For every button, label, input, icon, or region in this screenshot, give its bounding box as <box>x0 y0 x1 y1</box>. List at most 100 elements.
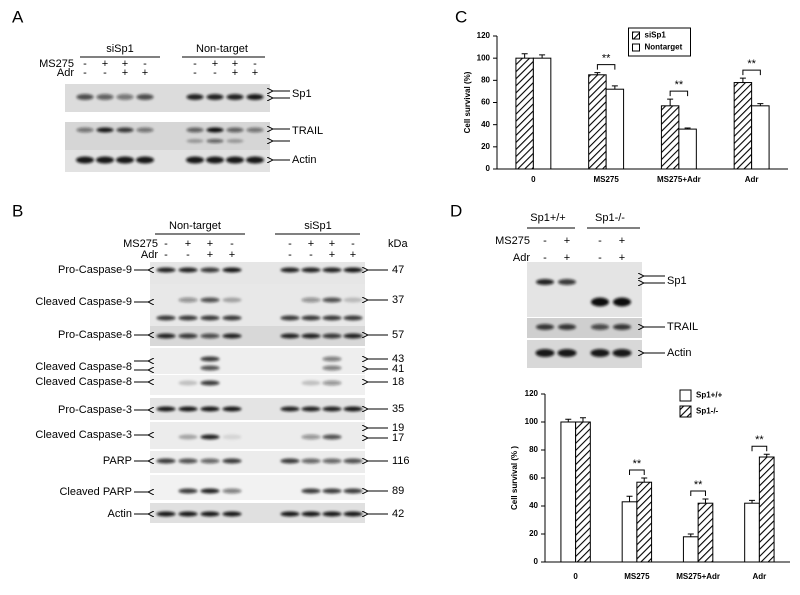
blot-band <box>116 156 134 164</box>
label: A <box>12 7 24 26</box>
blot-band <box>116 127 134 133</box>
blot-band <box>136 156 154 164</box>
blot-band <box>200 315 220 321</box>
blot-band <box>178 267 198 273</box>
blot-band <box>178 434 198 440</box>
label: Pro-Caspase-9 <box>58 264 132 276</box>
label: Sp1 <box>667 275 687 287</box>
blot-band <box>200 434 220 440</box>
blot-band <box>116 94 134 100</box>
blot-band <box>301 315 321 321</box>
label: Sp1 <box>292 88 312 100</box>
blot-band <box>178 488 198 494</box>
label: 0 <box>486 164 491 173</box>
label: Cleaved Caspase-8 <box>35 376 132 388</box>
label: + <box>232 58 238 70</box>
blot-band <box>206 156 224 164</box>
label: 89 <box>392 485 404 497</box>
label: Adr <box>141 249 158 261</box>
error-bar <box>739 77 746 83</box>
blot-strip <box>527 318 642 338</box>
error-bar <box>702 498 709 504</box>
blot-band <box>206 127 224 133</box>
error-bar <box>521 53 528 59</box>
label: Adr <box>752 572 766 581</box>
label: - <box>598 235 602 247</box>
blot-band <box>200 458 220 464</box>
blot-band <box>226 139 244 143</box>
error-bar <box>684 127 691 130</box>
bar <box>660 105 680 170</box>
blot-strip <box>150 451 365 473</box>
blot-band <box>613 324 631 330</box>
label: MS275+Adr <box>676 572 720 581</box>
label: - <box>288 249 292 261</box>
label: Pro-Caspase-8 <box>58 329 132 341</box>
bar <box>621 501 638 563</box>
label: 40 <box>529 501 538 510</box>
label: ** <box>602 52 611 64</box>
blot-band <box>222 333 242 339</box>
blot-band <box>96 156 114 164</box>
blot-band <box>322 458 342 464</box>
label: - <box>103 67 107 79</box>
label: MS275+Adr <box>657 175 701 184</box>
label: + <box>142 67 148 79</box>
blot-band <box>301 511 321 517</box>
bar <box>588 74 607 170</box>
blot-band <box>343 315 363 321</box>
bar <box>744 502 760 563</box>
blot-band <box>343 458 363 464</box>
blot-band <box>322 267 342 273</box>
blot-band <box>343 297 363 303</box>
label: Actin <box>292 154 316 166</box>
label: Adr <box>745 175 759 184</box>
label: 116 <box>392 455 410 467</box>
label: + <box>185 238 191 250</box>
blot-strip <box>150 398 365 420</box>
label: 80 <box>481 75 490 84</box>
blot-band <box>343 406 363 412</box>
label: 43 <box>392 353 404 365</box>
blot-band <box>206 94 224 100</box>
blot-band <box>246 94 264 100</box>
blot-band <box>156 267 176 273</box>
label: ** <box>755 434 764 446</box>
label: - <box>143 58 147 70</box>
label: kDa <box>388 238 408 250</box>
label: 60 <box>481 98 490 107</box>
blot-band <box>226 94 244 100</box>
blot-band <box>222 297 242 303</box>
label: + <box>122 58 128 70</box>
error-bar <box>565 418 572 422</box>
blot-band <box>200 333 220 339</box>
label: Cleaved Caspase-9 <box>35 296 132 308</box>
blot-strip <box>65 122 270 150</box>
blot-band <box>76 127 94 133</box>
blot-band <box>557 349 577 357</box>
error-bar <box>763 453 770 457</box>
label: - <box>186 249 190 261</box>
label: 20 <box>481 142 490 151</box>
label: + <box>619 252 625 264</box>
label: 100 <box>477 53 491 62</box>
legend-swatch <box>679 405 692 418</box>
blot-strip <box>150 262 365 284</box>
blot-band <box>591 324 609 330</box>
label: - <box>543 252 547 264</box>
blot-band <box>156 458 176 464</box>
label: - <box>543 235 547 247</box>
label: MS275 <box>495 235 530 247</box>
blot-band <box>178 406 198 412</box>
blot-band <box>343 511 363 517</box>
blot-band <box>200 488 220 494</box>
label: ** <box>675 79 684 91</box>
blot-band <box>301 406 321 412</box>
label: + <box>229 249 235 261</box>
blot-band <box>322 511 342 517</box>
label: C <box>455 7 467 26</box>
label: Adr <box>513 252 530 264</box>
label: 41 <box>392 363 404 375</box>
blot-band <box>301 488 321 494</box>
label: - <box>164 238 168 250</box>
